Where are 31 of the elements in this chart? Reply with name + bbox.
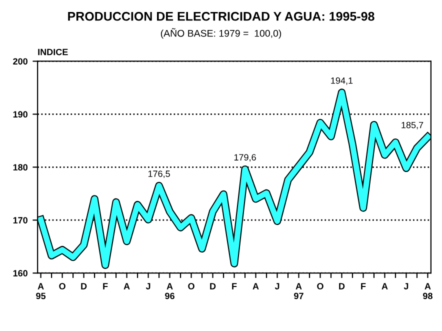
- y-tick-label: 160: [13, 270, 28, 276]
- y-tick-label: 170: [13, 217, 28, 224]
- x-tick-label: A 96: [165, 283, 174, 300]
- x-tick-label: O: [59, 283, 66, 290]
- y-axis-title: INDICE: [38, 48, 68, 56]
- x-tick-label: J: [146, 283, 150, 290]
- data-label: 179,6: [234, 154, 256, 162]
- y-tick-label: 190: [13, 111, 28, 118]
- y-tick-label: 180: [13, 164, 28, 171]
- x-tick-label: J: [404, 283, 408, 290]
- x-tick-label: F: [103, 283, 108, 290]
- x-tick-label: A 98: [423, 283, 432, 300]
- chart-subtitle: (AÑO BASE: 1979 = 100,0): [160, 28, 282, 39]
- chart-title: PRODUCCION DE ELECTRICIDAD Y AGUA: 1995-98: [68, 12, 374, 21]
- x-tick-label: D: [339, 283, 345, 290]
- data-label: 176,5: [148, 170, 170, 178]
- x-tick-label: A 97: [294, 283, 304, 300]
- x-tick-label: A: [124, 283, 130, 290]
- x-tick-label: J: [274, 283, 280, 290]
- x-tick-label: A: [252, 283, 259, 290]
- x-tick-label: A 95: [36, 283, 46, 300]
- x-tick-label: D: [210, 283, 216, 290]
- data-label: 194,1: [331, 77, 353, 85]
- x-tick-label: F: [232, 283, 237, 290]
- y-tick-label: 200: [13, 58, 28, 65]
- x-tick-label: A: [382, 283, 388, 290]
- x-tick-label: D: [81, 283, 87, 290]
- x-tick-label: O: [317, 283, 324, 290]
- x-tick-label: F: [361, 283, 366, 290]
- x-tick-label: O: [188, 283, 194, 290]
- data-label: 185,7: [402, 122, 424, 130]
